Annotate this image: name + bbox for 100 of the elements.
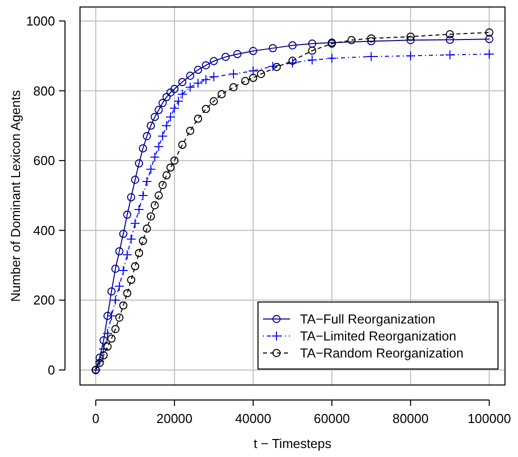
point <box>186 72 194 80</box>
x-tick-label: 80000 <box>392 411 429 426</box>
point <box>241 76 250 86</box>
point <box>107 334 116 343</box>
point <box>154 106 163 114</box>
y-tick-label: 0 <box>48 362 55 378</box>
point <box>288 56 297 65</box>
point <box>158 98 167 108</box>
point <box>170 156 179 165</box>
point <box>123 289 132 298</box>
point <box>158 131 168 142</box>
point <box>96 358 104 368</box>
point <box>173 96 184 106</box>
point <box>142 224 151 233</box>
point <box>94 356 105 366</box>
y-tick-label: 600 <box>33 153 55 168</box>
x-tick-label: 100000 <box>468 411 511 426</box>
point <box>138 144 148 152</box>
point <box>248 66 258 76</box>
y-tick-label: 1000 <box>26 13 55 28</box>
point <box>210 57 218 66</box>
point <box>194 114 202 123</box>
point <box>202 61 210 70</box>
y-tick-label: 800 <box>33 83 55 98</box>
point <box>210 97 218 106</box>
point <box>178 140 186 149</box>
point <box>122 250 132 260</box>
point <box>166 88 175 97</box>
point <box>115 314 124 322</box>
point <box>347 36 356 44</box>
point <box>288 58 298 68</box>
point <box>308 40 316 48</box>
point <box>186 126 194 136</box>
point <box>228 69 238 80</box>
point <box>249 74 258 82</box>
point <box>134 204 144 214</box>
point <box>485 35 494 44</box>
point <box>146 122 155 130</box>
point <box>150 112 159 122</box>
point <box>178 78 186 86</box>
y-tick-label: 400 <box>33 222 55 238</box>
point <box>222 52 230 62</box>
point <box>288 41 297 50</box>
point <box>162 171 171 180</box>
point <box>166 163 175 172</box>
point <box>446 36 454 44</box>
point <box>138 190 148 200</box>
point <box>119 301 128 310</box>
point <box>485 28 494 37</box>
point <box>307 55 318 66</box>
point <box>444 50 455 60</box>
legend-label: TA−Limited Reorganization <box>300 328 456 344</box>
point <box>126 234 136 244</box>
point <box>202 104 210 114</box>
point <box>268 44 277 52</box>
y-tick-label: 200 <box>33 292 55 308</box>
point <box>194 66 202 74</box>
point <box>102 328 113 338</box>
point <box>367 34 376 43</box>
x-tick-label: 20000 <box>156 411 193 426</box>
point <box>111 264 120 273</box>
point <box>130 262 140 270</box>
point <box>446 30 454 38</box>
point <box>406 32 415 41</box>
point <box>249 46 258 56</box>
point <box>326 53 337 64</box>
point <box>146 212 155 221</box>
point <box>127 276 136 284</box>
x-tick-label: 60000 <box>314 411 350 426</box>
point <box>154 142 164 152</box>
point <box>218 90 226 98</box>
point <box>134 248 144 258</box>
point <box>134 159 144 168</box>
point <box>118 266 128 276</box>
x-tick-label: 0 <box>92 411 100 426</box>
point <box>170 84 179 94</box>
point <box>114 281 124 292</box>
point <box>169 103 180 114</box>
point <box>107 287 116 296</box>
point <box>115 247 124 256</box>
point <box>272 62 281 72</box>
point <box>484 49 494 60</box>
point <box>111 325 120 334</box>
point <box>119 230 128 238</box>
point <box>106 310 116 321</box>
legend-label: TA−Random Reorganization <box>300 346 464 360</box>
point <box>98 344 109 354</box>
point <box>96 354 104 362</box>
point <box>367 37 376 46</box>
point <box>154 191 163 200</box>
point <box>127 193 136 202</box>
point <box>142 132 151 140</box>
point <box>233 50 242 58</box>
point <box>100 336 108 344</box>
point <box>130 176 140 184</box>
point <box>406 36 415 44</box>
x-tick-label: 40000 <box>235 411 272 426</box>
point <box>158 180 167 190</box>
point <box>103 312 112 320</box>
point <box>229 83 238 92</box>
